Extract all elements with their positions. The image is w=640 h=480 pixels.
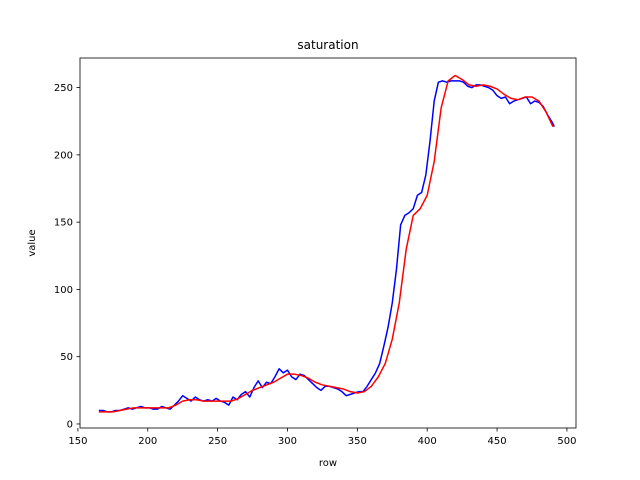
x-tick-label: 500 — [557, 436, 576, 447]
y-tick-label: 0 — [67, 419, 73, 430]
x-tick-label: 300 — [278, 436, 297, 447]
series-layer — [98, 74, 556, 413]
y-axis-label: value — [27, 229, 38, 256]
y-tick-label: 150 — [54, 218, 73, 229]
y-tick-label: 250 — [54, 83, 73, 94]
y-tick-label: 200 — [54, 150, 73, 161]
y-tick-label: 100 — [54, 285, 73, 296]
x-tick-label: 350 — [348, 436, 367, 447]
tick-layer: 150 200 250 300 350 400 450 500 0 50 100 150 200 250 — [54, 83, 577, 447]
chart-title: saturation — [297, 38, 358, 52]
x-tick-label: 200 — [138, 436, 157, 447]
plot-frame — [79, 57, 577, 429]
x-tick-label: 450 — [488, 436, 507, 447]
x-tick-label: 250 — [208, 436, 227, 447]
y-tick-label: 50 — [60, 352, 73, 363]
x-axis-label: row — [319, 458, 337, 469]
series-line-smoothed — [98, 74, 554, 413]
x-tick-label: 150 — [68, 436, 87, 447]
x-tick-label: 400 — [418, 436, 437, 447]
